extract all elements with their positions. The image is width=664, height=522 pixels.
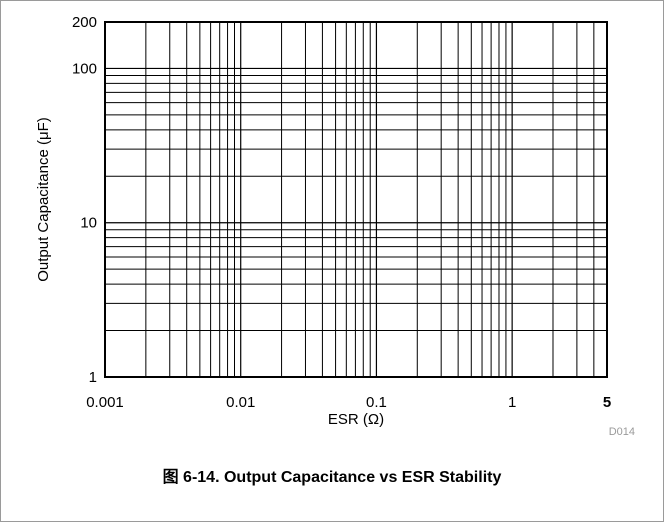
x-tick-label: 0.01	[226, 394, 255, 411]
y-tick-label: 100	[72, 60, 97, 77]
x-tick-label: 5	[603, 394, 611, 411]
chart-grid	[105, 22, 607, 377]
x-axis-label: ESR (Ω)	[328, 411, 384, 428]
x-tick-label: 1	[508, 394, 516, 411]
y-tick-label: 200	[72, 14, 97, 31]
x-tick-labels: 0.001 0.01 0.1 1 5	[86, 394, 611, 411]
y-tick-labels: 1 10 100 200	[72, 14, 97, 386]
y-tick-label: 10	[80, 215, 97, 232]
x-tick-label: 0.001	[86, 394, 124, 411]
y-axis-label: Output Capacitance (μF)	[35, 117, 52, 282]
y-tick-label: 1	[89, 369, 97, 386]
plot-border	[104, 21, 608, 378]
figure-code: D014	[609, 426, 635, 438]
x-tick-label: 0.1	[366, 394, 387, 411]
figure-caption: 图 6-14. Output Capacitance vs ESR Stabil…	[162, 469, 502, 486]
